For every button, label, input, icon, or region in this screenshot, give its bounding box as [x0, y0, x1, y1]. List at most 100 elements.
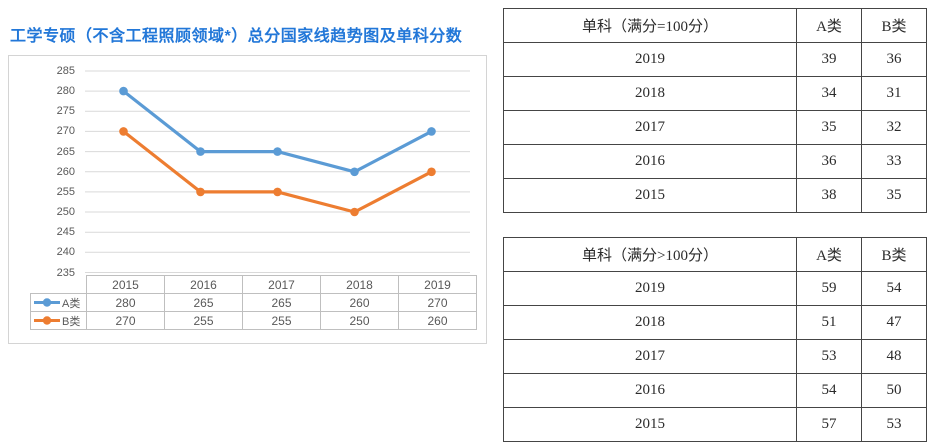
table-header-row: 单科（满分=100分） A类 B类: [503, 8, 927, 43]
chart-table-corner: [31, 276, 87, 294]
y-axis-tick-label: 240: [56, 246, 75, 259]
y-axis-tick-label: 235: [56, 266, 75, 279]
y-axis-tick-label: 250: [56, 206, 75, 218]
b-score-cell: 53: [861, 407, 927, 442]
year-cell: 2015: [503, 407, 797, 442]
y-axis-tick-label: 285: [56, 65, 75, 77]
a-score-cell: 59: [796, 271, 862, 306]
chart-table-year-row: 2015 2016 2017 2018 2019: [31, 275, 477, 294]
year-header: 2018: [320, 275, 399, 294]
y-axis-tick-label: 265: [56, 145, 75, 158]
y-axis-tick-label: 245: [56, 226, 75, 239]
a-score-cell: 39: [796, 42, 862, 77]
chart-table-series-a-row: A类 280 265 265 260 270: [30, 293, 477, 312]
series-a-value: 265: [242, 293, 321, 312]
data-point-marker: [273, 147, 282, 156]
chart-data-table: 2015 2016 2017 2018 2019 A类 280 265 265 …: [30, 275, 477, 330]
series-a-value: 260: [320, 293, 399, 312]
a-score-cell: 53: [796, 339, 862, 374]
year-cell: 2015: [503, 178, 797, 213]
legend-item-b: B类: [30, 311, 87, 330]
year-header: 2019: [398, 275, 477, 294]
year-cell: 2019: [503, 271, 797, 306]
table-row: 2015 38 35: [503, 178, 927, 213]
table-row: 2016 54 50: [503, 373, 927, 408]
col-header-b: B类: [861, 8, 927, 43]
legend-line-marker-icon: [34, 298, 60, 307]
legend-label-b: B类: [62, 315, 81, 328]
series-b-value: 255: [164, 311, 243, 330]
table-row: 2018 51 47: [503, 305, 927, 340]
a-score-cell: 36: [796, 144, 862, 179]
b-score-cell: 50: [861, 373, 927, 408]
series-a-value: 280: [86, 293, 165, 312]
col-header-a: A类: [796, 8, 862, 43]
b-score-cell: 31: [861, 76, 927, 111]
table-row: 2016 36 33: [503, 144, 927, 179]
table-row: 2019 59 54: [503, 271, 927, 306]
y-axis-tick-label: 280: [56, 85, 75, 98]
table-row: 2017 53 48: [503, 339, 927, 374]
table-title: 单科（满分>100分）: [503, 237, 797, 272]
data-point-marker: [350, 167, 359, 177]
a-score-cell: 57: [796, 407, 862, 442]
col-header-b: B类: [861, 237, 927, 272]
data-point-marker: [273, 187, 282, 197]
series-b-value: 260: [398, 311, 477, 330]
data-point-marker: [196, 147, 205, 156]
series-b-value: 250: [320, 311, 399, 330]
legend-label-a: A类: [62, 297, 81, 310]
table-row: 2017 35 32: [503, 110, 927, 145]
y-axis-tick-label: 260: [56, 165, 75, 178]
b-score-cell: 48: [861, 339, 927, 374]
a-score-cell: 35: [796, 110, 862, 145]
b-score-cell: 35: [861, 178, 927, 213]
y-axis-tick-label: 275: [56, 105, 75, 118]
data-point-marker: [427, 127, 436, 136]
table-row: 2015 57 53: [503, 407, 927, 442]
b-score-cell: 47: [861, 305, 927, 340]
data-point-marker: [196, 187, 205, 197]
trend-line-chart: 285 280 275 270 265 260 255 250 245 240 235 2015 2…: [8, 55, 487, 344]
year-cell: 2016: [503, 144, 797, 179]
year-header: 2015: [86, 275, 165, 294]
page-title: 工学专硕（不含工程照顾领域*）总分国家线趋势图及单科分数: [10, 28, 463, 45]
col-header-a: A类: [796, 237, 862, 272]
a-score-cell: 38: [796, 178, 862, 213]
year-cell: 2017: [503, 339, 797, 374]
data-point-marker: [350, 207, 359, 217]
legend-item-a: A类: [30, 293, 87, 312]
data-point-marker: [427, 167, 436, 177]
score-table-max-eq-100: 单科（满分=100分） A类 B类 2019 39 36 2018 34 31 …: [503, 8, 927, 213]
a-score-cell: 51: [796, 305, 862, 340]
data-point-marker: [119, 86, 128, 96]
score-table-max-gt-100: 单科（满分>100分） A类 B类 2019 59 54 2018 51 47 …: [503, 237, 927, 442]
series-a-value: 265: [164, 293, 243, 312]
series-b-value: 255: [242, 311, 321, 330]
b-score-cell: 54: [861, 271, 927, 306]
year-cell: 2019: [503, 42, 797, 77]
b-score-cell: 33: [861, 144, 927, 179]
year-cell: 2018: [503, 305, 797, 340]
year-cell: 2016: [503, 373, 797, 408]
a-score-cell: 54: [796, 373, 862, 408]
b-score-cell: 32: [861, 110, 927, 145]
legend-line-marker-icon: [34, 316, 60, 325]
data-point-marker: [119, 127, 128, 136]
table-row: 2018 34 31: [503, 76, 927, 111]
series-a-value: 270: [398, 293, 477, 312]
series-b-value: 270: [86, 311, 165, 330]
table-row: 2019 39 36: [503, 42, 927, 77]
year-cell: 2017: [503, 110, 797, 145]
year-header: 2017: [242, 275, 321, 294]
year-header: 2016: [164, 275, 243, 294]
y-axis-tick-label: 270: [56, 125, 75, 138]
a-score-cell: 34: [796, 76, 862, 111]
b-score-cell: 36: [861, 42, 927, 77]
chart-table-series-b-row: B类 270 255 255 250 260: [30, 311, 477, 330]
table-title: 单科（满分=100分）: [503, 8, 797, 43]
table-header-row: 单科（满分>100分） A类 B类: [503, 237, 927, 272]
plot-area: [85, 70, 470, 273]
year-cell: 2018: [503, 76, 797, 111]
y-axis-tick-label: 255: [56, 185, 75, 198]
